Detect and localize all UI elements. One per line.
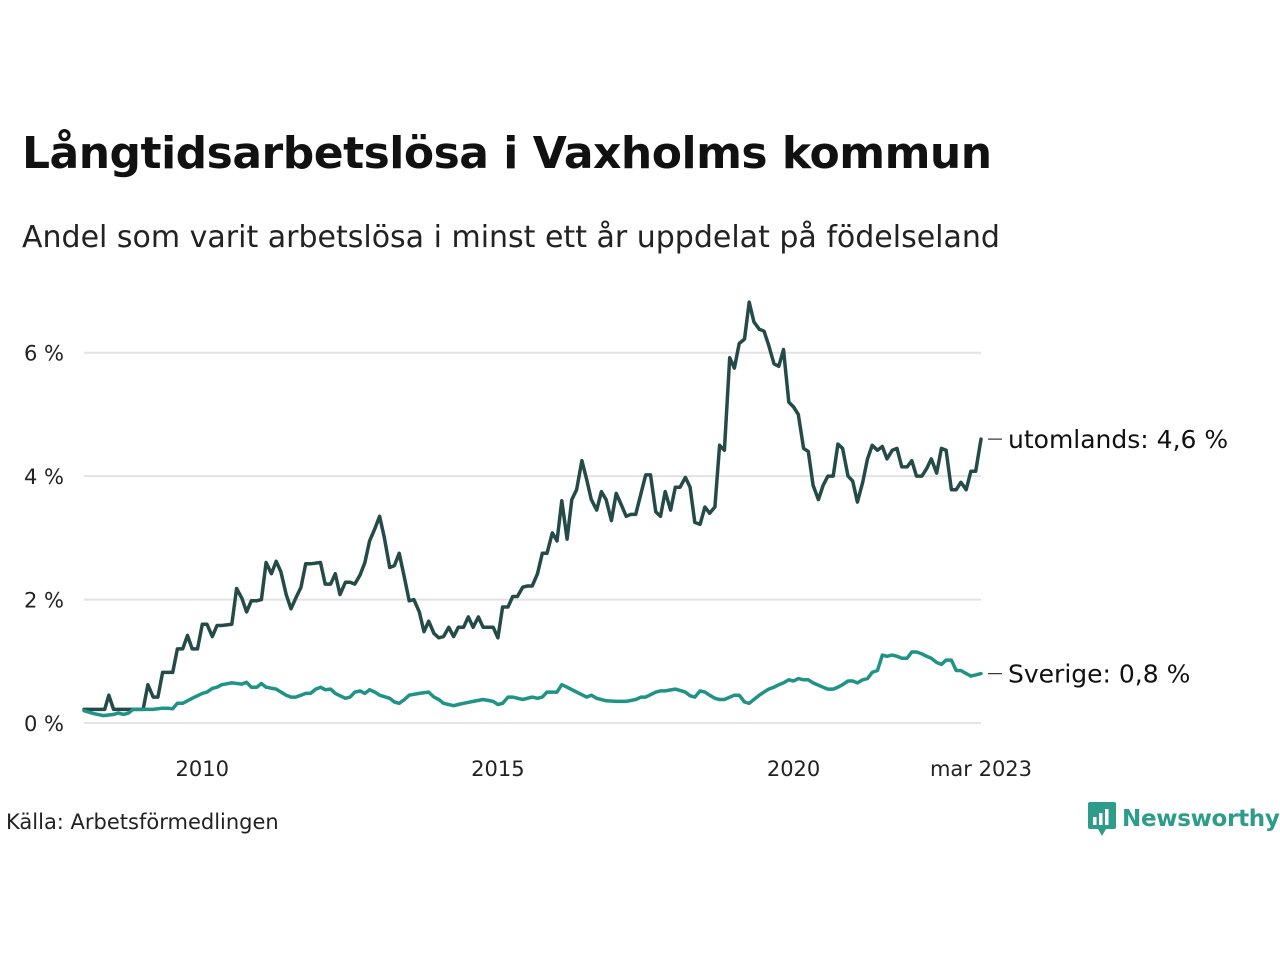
end-label-sverige: Sverige: 0,8 %	[1008, 660, 1190, 689]
source-note: Källa: Arbetsförmedlingen	[6, 810, 279, 834]
x-tick-label: mar 2023	[930, 757, 1032, 781]
series-line-utomlands	[82, 300, 983, 712]
newsworthy-logo-text: Newsworthy	[1122, 806, 1280, 832]
gridlines	[84, 351, 981, 724]
y-tick-label: 2 %	[24, 589, 64, 613]
x-tick-label: 2020	[767, 757, 820, 781]
series-line-sverige	[82, 650, 983, 718]
series-lines	[82, 300, 983, 718]
x-axis-tick-labels: 2010 2015 2020 mar 2023	[176, 757, 1033, 781]
x-tick-label: 2015	[471, 757, 524, 781]
newsworthy-logo: Newsworthy	[1088, 802, 1280, 836]
chart-title: Långtidsarbetslösa i Vaxholms kommun	[22, 128, 992, 179]
x-tick-label: 2010	[176, 757, 229, 781]
y-axis-tick-labels: 0 % 2 % 4 % 6 %	[24, 342, 64, 736]
end-label-utomlands: utomlands: 4,6 %	[1008, 425, 1228, 454]
chart-subtitle: Andel som varit arbetslösa i minst ett å…	[22, 220, 1000, 255]
line-chart: 0 % 2 % 4 % 6 % 2010 2015 2020 mar 2023 utomla…	[24, 300, 1228, 781]
series-end-labels: utomlands: 4,6 % Sverige: 0,8 %	[988, 425, 1228, 689]
y-tick-label: 6 %	[24, 342, 64, 366]
y-tick-label: 4 %	[24, 465, 64, 489]
y-tick-label: 0 %	[24, 712, 64, 736]
newsworthy-logo-icon	[1088, 802, 1116, 836]
